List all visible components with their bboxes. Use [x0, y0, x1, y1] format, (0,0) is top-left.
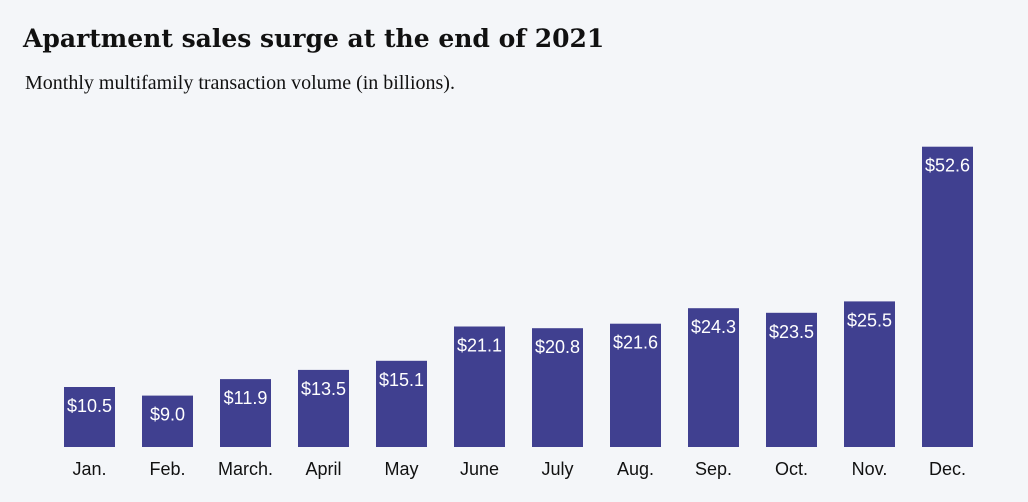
- bar-0: [64, 387, 115, 447]
- chart-title: Apartment sales surge at the end of 2021: [23, 24, 605, 53]
- bar-value-label: $24.3: [691, 317, 736, 337]
- bar-10: [844, 301, 895, 447]
- bar-8: [688, 308, 739, 447]
- x-tick-label: July: [541, 459, 573, 479]
- data-labels-group: $10.5 $9.0 $11.9 $13.5 $15.1 $21.1 $20.8 $21.6 $…: [67, 156, 970, 425]
- chart-subtitle: Monthly multifamily transaction volume (…: [25, 72, 455, 94]
- bar-4: [376, 360, 427, 447]
- bar-3: [298, 369, 349, 447]
- bar-value-label: $21.1: [457, 336, 502, 356]
- x-tick-label: Feb.: [149, 459, 185, 479]
- bar-1: [142, 395, 193, 447]
- x-tick-label: Nov.: [852, 459, 888, 479]
- bar-value-label: $10.5: [67, 396, 112, 416]
- bar-value-label: $21.6: [613, 333, 658, 353]
- bar-value-label: $15.1: [379, 370, 424, 390]
- bar-value-label: $20.8: [535, 337, 580, 357]
- bar-9: [766, 312, 817, 447]
- bar-value-label: $23.5: [769, 322, 814, 342]
- x-tick-label: June: [460, 459, 499, 479]
- bar-value-label: $11.9: [224, 388, 268, 408]
- bar-2: [220, 379, 271, 447]
- bar-7: [610, 323, 661, 447]
- bar-value-label: $13.5: [301, 379, 346, 399]
- bar-5: [454, 326, 505, 447]
- bar-6: [532, 328, 583, 447]
- x-tick-label: Dec.: [929, 459, 966, 479]
- x-tick-label: May: [384, 459, 418, 479]
- bar-11: [922, 146, 973, 447]
- x-axis-ticks: Jan. Feb. March. April May June July Aug. Sep. Oc…: [72, 459, 966, 479]
- bar-value-label: $9.0: [150, 405, 185, 425]
- bar-value-label: $25.5: [847, 310, 892, 330]
- x-tick-label: April: [305, 459, 341, 479]
- x-tick-label: Aug.: [617, 459, 654, 479]
- bars-group: [64, 146, 973, 447]
- x-tick-label: Oct.: [775, 459, 808, 479]
- bar-value-label: $52.6: [925, 156, 970, 176]
- x-tick-label: March.: [218, 459, 273, 479]
- x-tick-label: Sep.: [695, 459, 732, 479]
- x-tick-label: Jan.: [72, 459, 106, 479]
